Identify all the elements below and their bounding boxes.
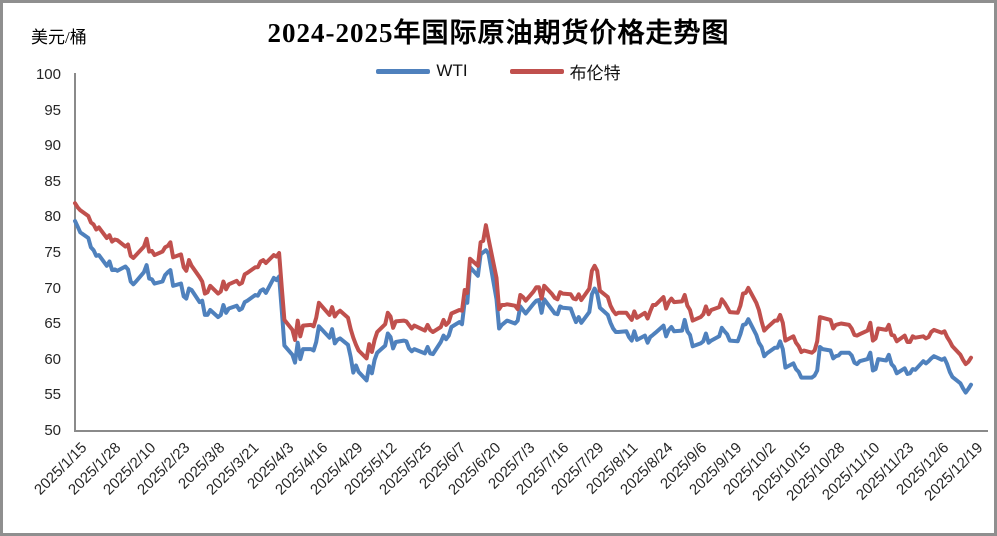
y-tick-label: 75 <box>44 244 61 261</box>
series-line-brent <box>73 201 973 367</box>
y-tick-label: 65 <box>44 315 61 333</box>
y-tick-label: 85 <box>44 172 61 190</box>
legend-key-wti-line-icon <box>376 68 431 74</box>
chart-title: 2024-2025年国际原油期货价格走势图 <box>267 18 730 48</box>
plot-area <box>73 73 988 432</box>
legend-label-wti: WTI <box>436 61 468 80</box>
legend: WTI 布伦特 <box>3 59 994 83</box>
y-tick-label: 80 <box>44 208 61 226</box>
y-tick-label: 60 <box>44 350 61 368</box>
y-tick-label: 70 <box>44 279 61 297</box>
legend-item-wti: WTI <box>376 61 468 81</box>
y-tick-label: 100 <box>35 66 61 83</box>
y-tick-label: 95 <box>44 101 61 119</box>
legend-label-brent: 布伦特 <box>569 63 621 83</box>
y-tick-label: 50 <box>44 422 61 439</box>
series-line-wti <box>73 219 973 395</box>
y-tick-label: 55 <box>44 386 61 404</box>
y-tick-label: 90 <box>44 137 61 155</box>
legend-item-brent: 布伦特 <box>509 59 621 84</box>
legend-key-brent-line-icon <box>509 68 564 74</box>
y-axis-unit-label: 美元/桶 <box>31 28 87 47</box>
